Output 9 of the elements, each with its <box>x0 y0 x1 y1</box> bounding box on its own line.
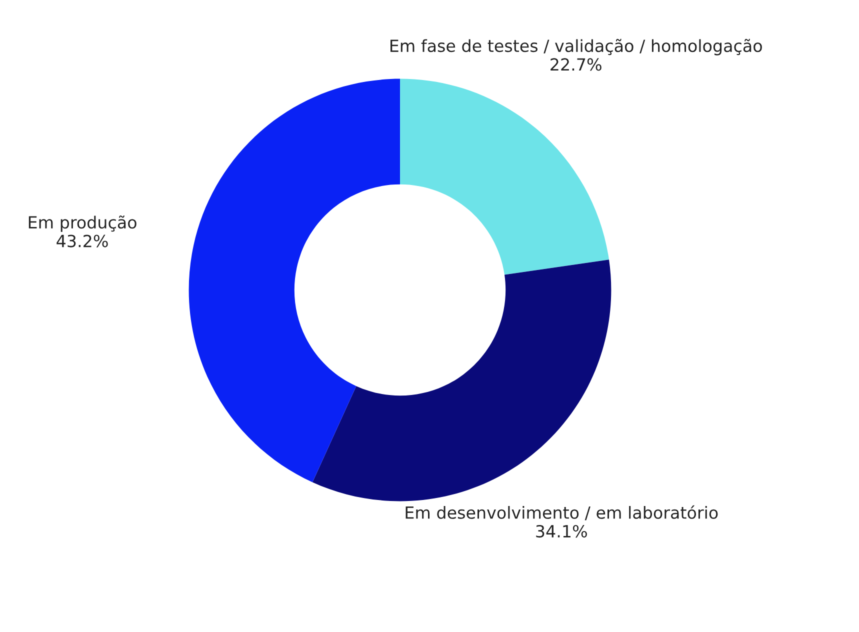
donut-slice <box>400 78 609 275</box>
data-label: 34.1% <box>536 524 587 538</box>
data-label: 22.7% <box>550 58 602 71</box>
donut-slice <box>188 78 400 482</box>
slice-label: Em desenvolvimento / em laboratório <box>406 505 718 520</box>
donut-slice <box>312 260 612 502</box>
data-label: 43.2% <box>56 234 108 248</box>
slice-label: Em fase de testes / validação / homologação <box>390 38 762 56</box>
slice-label: Em produção <box>28 215 136 232</box>
